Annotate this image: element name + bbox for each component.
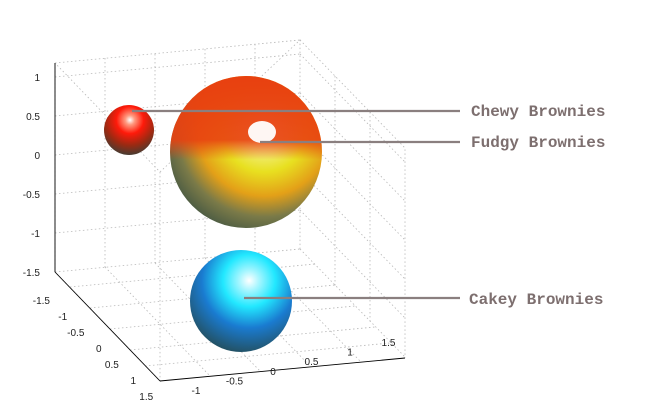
y-tick-labels: -1.5 -1-0.5 00.5 11.5 [33, 296, 154, 403]
sphere-fudgy-cap [170, 76, 322, 228]
sphere-cakey [190, 250, 292, 352]
label-fudgy: Fudgy Brownies [471, 134, 605, 152]
x-tick-label: 1.5 [382, 338, 396, 349]
sphere-fudgy-highlight [248, 121, 276, 143]
sphere-fudgy [170, 76, 322, 228]
z-tick-label: 1 [34, 73, 40, 84]
x-tick-label: -0.5 [226, 376, 244, 387]
x-tick-label: 0 [270, 367, 276, 378]
leader-lines [132, 109, 460, 300]
z-tick-labels: 1 0.5 0 -0.5 -1 -1.5 [23, 73, 41, 279]
y-axis-line [54, 271, 161, 382]
y-tick-label: 0.5 [105, 360, 119, 371]
y-tick-label: -1.5 [33, 296, 51, 307]
z-tick-label: -1 [31, 229, 40, 240]
x-tick-label: -1 [192, 386, 201, 397]
y-tick-label: 1 [130, 376, 136, 387]
label-cakey: Cakey Brownies [469, 291, 603, 309]
z-tick-label: -1.5 [23, 268, 41, 279]
callout-labels: Chewy Brownies Fudgy Brownies Cakey Brow… [469, 103, 605, 309]
x-axis-line [159, 357, 406, 382]
x-tick-labels: -1 -0.5 0 0.5 1 1.5 [192, 338, 396, 397]
axes-lines [54, 63, 406, 382]
sphere-chewy-mark [104, 105, 154, 155]
x-tick-label: 0.5 [305, 357, 319, 368]
y-tick-label: 0 [96, 344, 102, 355]
x-tick-label: 1 [347, 348, 353, 359]
z-tick-label: -0.5 [23, 190, 41, 201]
y-tick-label: -0.5 [67, 328, 85, 339]
label-chewy: Chewy Brownies [471, 103, 605, 121]
sphere-chewy [104, 105, 154, 155]
y-tick-label: 1.5 [139, 392, 153, 403]
z-tick-label: 0 [34, 151, 40, 162]
y-tick-label: -1 [58, 312, 67, 323]
sphere-cakey-mark [190, 250, 292, 352]
z-tick-label: 0.5 [26, 112, 40, 123]
